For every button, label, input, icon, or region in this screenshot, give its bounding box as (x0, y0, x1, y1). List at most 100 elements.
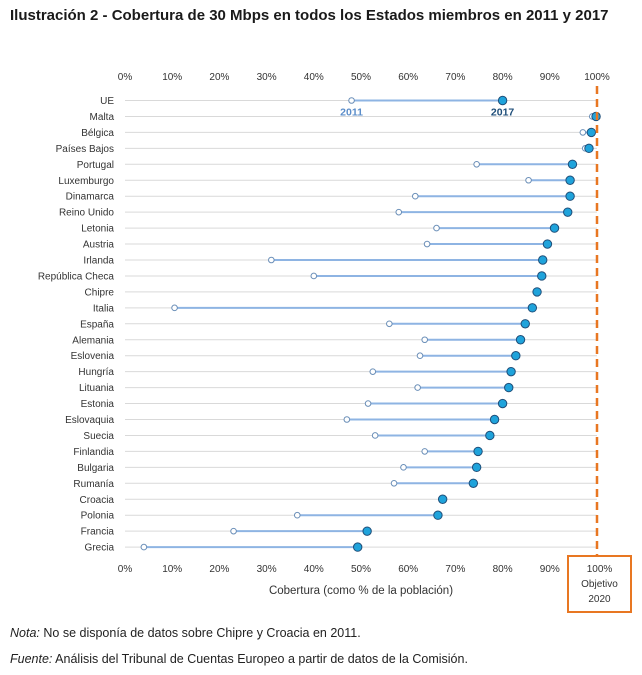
category-label: Reino Unido (59, 208, 114, 219)
category-labels: UE Malta Bélgica Países Bajos Portugal Luxemb… (38, 96, 115, 554)
chart-title: Ilustración 2 - Cobertura de 30 Mbps en … (10, 7, 609, 24)
category-label: Portugal (77, 160, 114, 171)
category-label: Luxemburgo (58, 176, 114, 187)
note-text: No se disponía de datos sobre Chipre y C… (39, 626, 361, 640)
source-label: Fuente: (10, 652, 53, 666)
point-2017 (549, 223, 560, 233)
target-label: Objetivo (581, 579, 618, 590)
x-tick-label-bottom: 80% (493, 564, 513, 575)
source-line: Fuente: Análisis del Tribunal de Cuentas… (10, 652, 468, 666)
x-tick-label-top: 100% (584, 72, 610, 83)
point-2011 (348, 97, 355, 104)
category-label: República Checa (38, 271, 115, 282)
point-2011 (416, 352, 424, 360)
point-2011 (395, 208, 403, 216)
x-tick-label-bottom: 10% (162, 564, 182, 575)
point-2011 (473, 161, 480, 168)
point-2011 (423, 240, 431, 248)
point-2017 (362, 526, 372, 536)
point-2017 (506, 366, 516, 377)
top-axis: 0% 10% 20% 30% 40% 50% 60% 70% 80% 90% 100% (118, 72, 610, 83)
point-2017 (437, 494, 448, 504)
category-label: Francia (81, 527, 115, 538)
dumbbell-chart: 0% 10% 20% 30% 40% 50% 60% 70% 80% 90% 100% 0% 10% 2… (38, 72, 632, 613)
point-2017 (468, 478, 479, 488)
point-2017 (473, 446, 483, 457)
category-label: Italia (93, 303, 115, 314)
point-2011 (171, 304, 178, 312)
x-tick-label-top: 40% (304, 72, 324, 83)
point-2017 (511, 351, 521, 361)
category-label: Chipre (85, 287, 115, 298)
x-tick-label-bottom: 90% (540, 564, 560, 575)
note-label: Nota: (10, 626, 40, 640)
x-tick-label-top: 90% (540, 72, 560, 83)
x-tick-label-top: 10% (162, 72, 182, 83)
x-tick-label-top: 30% (257, 72, 277, 83)
category-label: Hungría (78, 367, 114, 378)
category-label: Malta (90, 112, 115, 123)
x-tick-label-top: 50% (351, 72, 371, 83)
point-2011 (421, 336, 429, 344)
point-2011 (386, 320, 393, 328)
target-box (567, 555, 632, 613)
category-label: Estonia (81, 399, 115, 410)
target-value-label: 100% (587, 564, 613, 575)
x-tick-label-top: 20% (209, 72, 229, 83)
point-2011 (371, 432, 379, 439)
x-tick-label-bottom: 20% (209, 564, 229, 575)
category-label: Lituania (79, 383, 114, 394)
category-label: Países Bajos (56, 144, 114, 155)
x-tick-label-bottom: 0% (118, 564, 133, 575)
data-marks: 2011 2017 (140, 95, 601, 552)
point-2011 (525, 176, 532, 184)
category-label: Irlanda (83, 256, 114, 267)
point-2017 (504, 382, 514, 393)
category-label: Polonia (81, 511, 115, 522)
category-label: Letonia (81, 224, 114, 235)
point-2017 (538, 255, 548, 265)
x-tick-label-bottom: 40% (304, 564, 324, 575)
category-label: Suecia (83, 431, 114, 442)
category-label: Bélgica (81, 128, 114, 139)
point-2017 (485, 430, 495, 441)
point-2017 (586, 127, 597, 138)
point-2017 (515, 335, 526, 345)
category-label: Rumanía (73, 479, 114, 490)
point-2017 (433, 510, 443, 520)
category-label: Alemania (72, 335, 114, 346)
point-2011 (268, 256, 275, 264)
point-2011 (414, 384, 421, 391)
category-label: UE (100, 96, 114, 107)
x-tick-label-bottom: 50% (351, 564, 371, 575)
x-tick-label-bottom: 30% (257, 564, 277, 575)
category-label: Dinamarca (66, 192, 115, 203)
category-label: Finlandia (73, 447, 114, 458)
series-label-2017: 2017 (491, 107, 515, 119)
category-label: Bulgaria (77, 463, 114, 474)
point-2011 (433, 224, 440, 232)
point-2011 (343, 416, 351, 423)
point-2017 (567, 159, 578, 170)
x-tick-label-top: 70% (445, 72, 465, 83)
point-2017 (352, 542, 363, 552)
point-2011 (400, 464, 407, 471)
point-2011 (421, 448, 429, 455)
point-2017 (532, 287, 542, 297)
point-2017 (565, 191, 575, 201)
point-2017 (537, 271, 547, 281)
x-tick-label-top: 80% (493, 72, 513, 83)
point-2017 (584, 143, 594, 154)
category-label: Grecia (85, 543, 115, 554)
note-line: Nota: No se disponía de datos sobre Chip… (10, 626, 361, 640)
category-label: Croacia (80, 495, 115, 506)
point-2017 (527, 303, 538, 313)
point-2011 (310, 272, 318, 280)
point-2011 (411, 192, 419, 200)
point-2017 (497, 95, 508, 106)
x-tick-label-top: 0% (118, 72, 133, 83)
point-2017 (542, 239, 553, 249)
category-label: Eslovaquia (65, 415, 114, 426)
point-2017 (565, 175, 575, 185)
x-tick-label-bottom: 60% (398, 564, 418, 575)
